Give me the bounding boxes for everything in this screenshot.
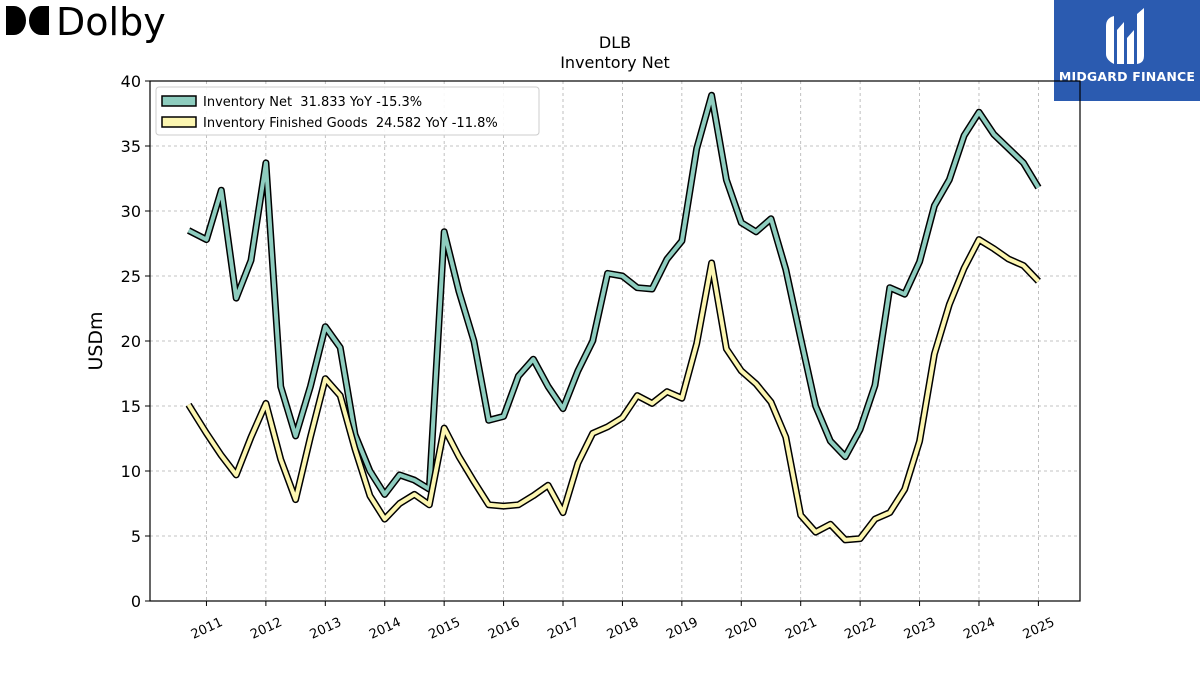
x-tick-label: 2023	[902, 615, 938, 643]
x-tick-label: 2016	[486, 615, 522, 643]
x-tick-label: 2014	[367, 615, 403, 643]
dolby-logo-text: Dolby	[56, 2, 166, 44]
y-tick-label: 10	[121, 462, 141, 481]
y-tick-label: 35	[121, 137, 141, 156]
x-tick-label: 2024	[961, 615, 997, 643]
series-stroke	[186, 237, 1040, 542]
y-tick-label: 15	[121, 397, 141, 416]
legend: Inventory Net 31.833 YoY -15.3% Inventory…	[155, 86, 540, 136]
grid-lines	[150, 81, 1080, 601]
x-tick-label: 2021	[783, 615, 819, 643]
x-tick-label: 2011	[189, 615, 225, 643]
legend-entry-label: Inventory Net 31.833 YoY -15.3%	[203, 95, 422, 110]
series-line-1	[187, 91, 1042, 498]
x-tick-label: 2012	[248, 615, 284, 643]
legend-swatch	[161, 95, 197, 107]
chart-subtitle: Inventory Net	[560, 53, 670, 72]
y-tick-label: 5	[131, 527, 141, 546]
x-tick-label: 2019	[664, 615, 700, 643]
y-tick-label: 0	[131, 592, 141, 611]
x-tick-label: 2025	[1021, 615, 1057, 643]
x-tick-label: 2022	[842, 615, 878, 643]
y-axis-label: USDm	[85, 311, 107, 370]
legend-box	[155, 86, 540, 136]
chart-title: DLB	[599, 33, 631, 52]
y-tick-label: 25	[121, 267, 141, 286]
y-tick-label: 20	[121, 332, 141, 351]
legend-entry-label: Inventory Finished Goods 24.582 YoY -11.…	[203, 116, 498, 131]
series-outline	[187, 91, 1042, 498]
midgard-finance-logo-mark	[1106, 8, 1144, 64]
legend-swatch	[161, 116, 197, 128]
y-tick-label: 40	[121, 72, 141, 91]
x-tick-label: 2020	[724, 615, 760, 643]
series-stroke	[187, 93, 1041, 497]
y-tick-label: 30	[121, 202, 141, 221]
x-tick-label: 2013	[308, 615, 344, 643]
series-line-2	[185, 236, 1041, 544]
x-tick-label: 2017	[545, 615, 581, 643]
dolby-logo: Dolby	[4, 2, 174, 48]
dolby-logo-mark: Dolby	[6, 2, 166, 44]
midgard-finance-logo-text: MIDGARD FINANCE	[1058, 69, 1196, 84]
x-tick-label: 2018	[605, 615, 641, 643]
midgard-finance-logo: MIDGARD FINANCE	[1054, 0, 1200, 101]
x-tick-label: 2015	[427, 615, 463, 643]
series-lines	[185, 91, 1042, 544]
